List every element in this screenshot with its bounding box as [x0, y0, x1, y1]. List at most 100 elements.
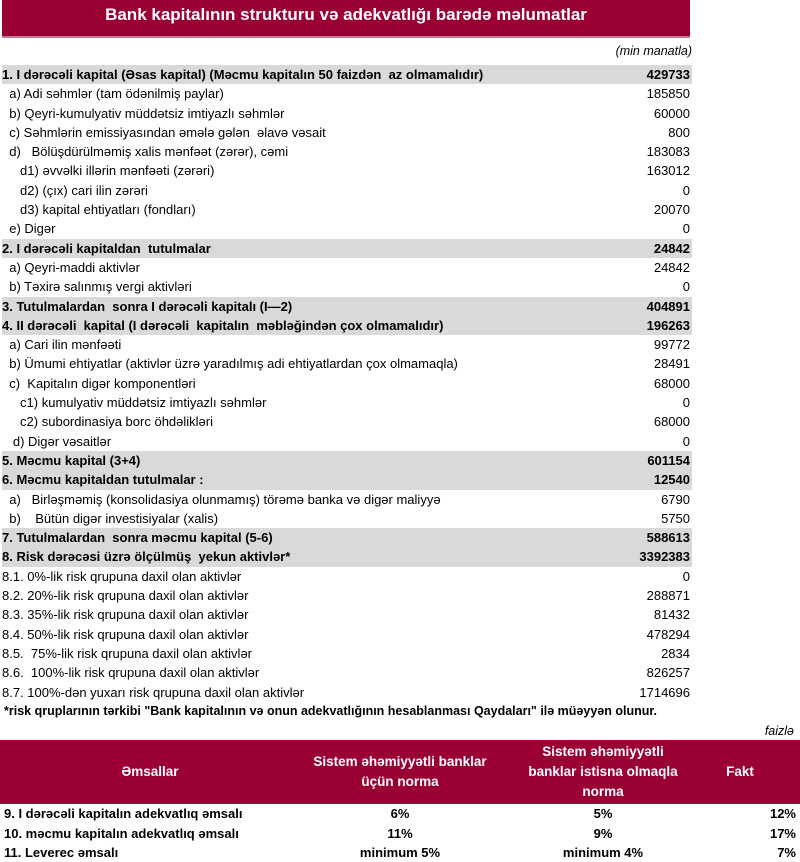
ratio-row: 11. Leverec əmsalı minimum 5% minimum 4%…: [0, 843, 800, 862]
table-row: a) Adi səhmlər (tam ödənilmiş paylar) 185…: [2, 84, 692, 103]
table-row: b) Təxirə salınmış vergi aktivləri 0: [2, 277, 692, 296]
table-row: d3) kapital ehtiyatları (fondları) 20070: [2, 200, 692, 219]
table-row: c) Kapitalın digər komponentləri 68000: [2, 374, 692, 393]
ratio-fact: 7%: [777, 845, 796, 860]
table-row: b) Qeyri-kumulyativ müddətsiz imtiyazlı …: [2, 104, 692, 123]
table-row: c) Səhmlərin emissiyasından əmələ gələn …: [2, 123, 692, 142]
table-row: 3. Tutulmalardan sonra I dərəcəli kapita…: [2, 296, 692, 316]
row-value: 0: [682, 433, 690, 449]
row-value: 81432: [653, 607, 690, 623]
row-label: 8.1. 0%-lik risk qrupuna daxil olan akti…: [2, 568, 242, 584]
row-label: 3. Tutulmalardan sonra I dərəcəli kapita…: [2, 298, 293, 314]
table-row: c2) subordinasiya borc öhdəlikləri 68000: [2, 412, 692, 431]
row-value: 404891: [646, 298, 690, 314]
table-row: a) Qeyri-maddi aktivlər 24842: [2, 258, 692, 277]
row-label: d) Bölüşdürülməmiş xalis mənfəət (zərər)…: [2, 144, 289, 160]
row-label: 8. Risk dərəcəsi üzrə ölçülmüş yekun akt…: [2, 549, 291, 565]
table-row: 8.2. 20%-lik risk qrupuna daxil olan akt…: [2, 586, 692, 605]
row-value: 0: [682, 568, 690, 584]
unit-label: (min manatla): [615, 44, 692, 58]
ratio-other-norm: 9%: [593, 825, 613, 841]
ratio-other-norm: minimum 4%: [562, 845, 644, 860]
header-systemic-norm: Sistem əhəmiyyətli banklar üçün norma: [313, 754, 487, 789]
ratio-systemic-norm: minimum 5%: [359, 845, 441, 860]
table-row: 6. Məcmu kapitaldan tutulmalar : 12540: [2, 470, 692, 490]
header-fact: Fakt: [726, 764, 754, 779]
row-value: 826257: [646, 665, 690, 681]
row-label: a) Cari ilin mənfəəti: [2, 337, 122, 353]
ratios-unit-label: faizlə: [764, 724, 794, 738]
row-value: 24842: [653, 259, 690, 275]
row-value: 185850: [646, 86, 690, 102]
row-value: 24842: [653, 240, 690, 256]
table-row: 8.1. 0%-lik risk qrupuna daxil olan akti…: [2, 567, 692, 586]
ratio-fact: 12%: [769, 806, 796, 821]
page-title: Bank kapitalının strukturu və adekvatlığ…: [2, 0, 690, 38]
row-value: 20070: [653, 202, 690, 218]
ratio-label: 11. Leverec əmsalı: [4, 845, 119, 860]
ratio-row: 10. məcmu kapitalın adekvatlıq əmsalı 11…: [0, 824, 800, 843]
row-value: 1714696: [639, 684, 690, 700]
row-label: d1) əvvəlki illərin mənfəəti (zərəri): [2, 163, 215, 179]
row-label: 6. Məcmu kapitaldan tutulmalar :: [2, 472, 204, 488]
table-row: 8.4. 50%-lik risk qrupuna daxil olan akt…: [2, 625, 692, 644]
row-value: 99772: [653, 337, 690, 353]
table-row: 7. Tutulmalardan sonra məcmu kapital (5-…: [2, 528, 692, 548]
row-value: 0: [682, 279, 690, 295]
row-value: 68000: [653, 414, 690, 430]
ratio-systemic-norm: 11%: [387, 825, 413, 841]
row-value: 800: [668, 124, 690, 140]
table-row: 8.6. 100%-lik risk qrupuna daxil olan ak…: [2, 663, 692, 682]
table-row: 8.3. 35%-lik risk qrupuna daxil olan akt…: [2, 605, 692, 624]
row-value: 5750: [661, 510, 690, 526]
table-row: a) Cari ilin mənfəəti 99772: [2, 335, 692, 354]
row-label: b) Təxirə salınmış vergi aktivləri: [2, 279, 192, 295]
header-other-norm: Sistem əhəmiyyətli banklar istisna olmaq…: [528, 744, 678, 799]
table-row: 4. II dərəcəli kapital (I dərəcəli kapit…: [2, 315, 692, 336]
row-label: 8.4. 50%-lik risk qrupuna daxil olan akt…: [2, 626, 249, 642]
row-value: 183083: [646, 144, 690, 160]
row-label: d3) kapital ehtiyatları (fondları): [2, 202, 196, 218]
table-row: b) Ümumi ehtiyatlar (aktivlər üzrə yarad…: [2, 354, 692, 373]
ratios-header: Əmsallar Sistem əhəmiyyətli banklar üçün…: [0, 740, 800, 804]
row-value: 196263: [646, 317, 690, 333]
row-value: 0: [682, 221, 690, 237]
row-label: 8.6. 100%-lik risk qrupuna daxil olan ak…: [2, 665, 260, 681]
row-label: c1) kumulyativ müddətsiz imtiyazlı səhml…: [2, 395, 267, 411]
table-row: d) Digər vəsaitlər 0: [2, 432, 692, 451]
table-row: 8.7. 100%-dən yuxarı risk qrupuna daxil …: [2, 683, 692, 702]
row-label: 2. I dərəcəli kapitaldan tutulmalar: [2, 240, 211, 256]
footnote: *risk qruplarının tərkibi "Bank kapitalı…: [4, 704, 658, 718]
row-value: 0: [682, 182, 690, 198]
table-row: 5. Məcmu kapital (3+4) 601154: [2, 450, 692, 471]
row-label: a) Birləşməmiş (konsolidasiya olunmamış)…: [2, 491, 441, 507]
row-label: 8.7. 100%-dən yuxarı risk qrupuna daxil …: [2, 684, 305, 700]
row-label: d) Digər vəsaitlər: [2, 433, 112, 449]
ratio-fact: 17%: [769, 825, 796, 841]
row-label: 1. I dərəcəli kapital (Əsas kapital) (Mə…: [2, 67, 484, 82]
table-row: 8. Risk dərəcəsi üzrə ölçülmüş yekun akt…: [2, 547, 692, 567]
row-label: b) Qeyri-kumulyativ müddətsiz imtiyazlı …: [2, 105, 285, 121]
row-value: 588613: [646, 530, 690, 546]
capital-table: 1. I dərəcəli kapital (Əsas kapital) (Mə…: [2, 65, 692, 702]
table-row: b) Bütün digər investisiyalar (xalis) 575…: [2, 509, 692, 528]
row-value: 3392383: [639, 549, 690, 565]
row-value: 288871: [646, 588, 690, 604]
row-label: 7. Tutulmalardan sonra məcmu kapital (5-…: [2, 530, 273, 546]
row-value: 60000: [653, 105, 690, 121]
row-label: 8.3. 35%-lik risk qrupuna daxil olan akt…: [2, 607, 249, 623]
ratio-label: 9. I dərəcəli kapitalın adekvatlıq əmsal…: [4, 806, 243, 821]
table-row: d2) (çıx) cari ilin zərəri 0: [2, 181, 692, 200]
row-value: 6790: [661, 491, 690, 507]
row-label: c) Kapitalın digər komponentləri: [2, 375, 196, 391]
row-value: 0: [682, 395, 690, 411]
row-label: a) Qeyri-maddi aktivlər: [2, 259, 140, 275]
row-label: 5. Məcmu kapital (3+4): [2, 452, 141, 468]
table-row: e) Digər 0: [2, 219, 692, 238]
row-label: c2) subordinasiya borc öhdəlikləri: [2, 414, 213, 430]
header-ratios: Əmsallar: [121, 764, 179, 779]
row-label: 4. II dərəcəli kapital (I dərəcəli kapit…: [2, 317, 444, 333]
table-row: 8.5. 75%-lik risk qrupuna daxil olan akt…: [2, 644, 692, 663]
row-label: b) Bütün digər investisiyalar (xalis): [2, 510, 219, 526]
ratio-systemic-norm: 6%: [390, 806, 410, 821]
